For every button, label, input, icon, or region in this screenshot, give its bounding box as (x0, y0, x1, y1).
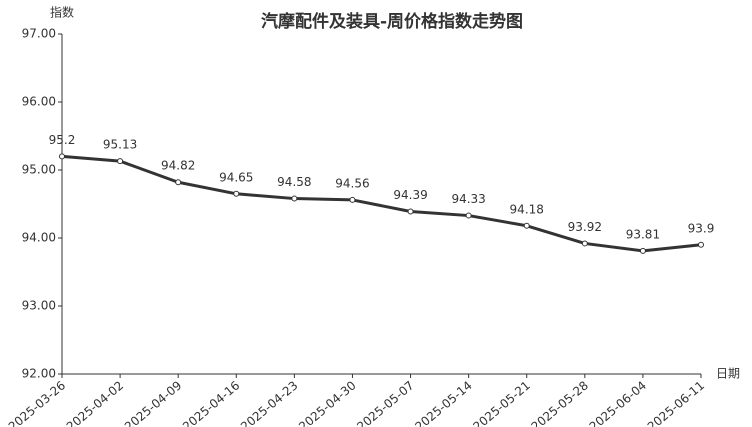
y-tick-label: 94.00 (22, 231, 56, 245)
point (349, 196, 356, 203)
x-axis-label: 日期 (716, 367, 740, 381)
data-label: 94.65 (219, 170, 253, 184)
x-tick-label: 2025-04-30 (296, 378, 358, 427)
data-label: 94.18 (510, 202, 544, 216)
point (291, 195, 298, 202)
x-tick-label: 2025-04-02 (64, 378, 126, 427)
data-label: 93.92 (568, 220, 602, 234)
x-tick-label: 2025-05-21 (470, 378, 532, 427)
point (117, 158, 124, 165)
point (639, 247, 646, 254)
chart-title: 汽摩配件及装具-周价格指数走势图 (261, 11, 523, 32)
y-tick-label: 93.00 (22, 299, 56, 313)
x-tick-label: 2025-05-28 (529, 378, 591, 427)
data-label: 94.56 (335, 176, 369, 190)
data-label: 94.82 (161, 159, 195, 173)
y-tick-label: 96.00 (22, 95, 56, 109)
data-label: 94.58 (277, 175, 311, 189)
data-label: 95.2 (49, 133, 76, 147)
x-tick-label: 2025-04-23 (238, 378, 300, 427)
point (581, 240, 588, 247)
data-label: 93.9 (688, 221, 715, 235)
point (233, 190, 240, 197)
data-label: 94.39 (393, 188, 427, 202)
point (465, 212, 472, 219)
point (59, 153, 65, 160)
y-tick-label: 95.00 (22, 163, 56, 177)
y-axis-label: 指数 (50, 5, 74, 20)
x-tick-label: 2025-05-14 (412, 378, 474, 427)
x-tick-label: 2025-03-26 (6, 378, 68, 427)
x-tick-label: 2025-06-04 (587, 378, 649, 427)
point (523, 222, 530, 229)
x-tick-label: 2025-04-09 (122, 378, 184, 427)
point (407, 208, 414, 215)
line (61, 154, 702, 253)
point (698, 241, 704, 248)
data-label: 94.33 (451, 192, 485, 206)
y-tick-label: 92.00 (22, 367, 56, 381)
data-label: 93.81 (626, 227, 660, 241)
point (175, 179, 182, 186)
data-label: 95.13 (103, 138, 137, 152)
x-tick-label: 2025-05-07 (354, 378, 416, 427)
x-tick-label: 2025-06-11 (645, 378, 707, 427)
x-tick-label: 2025-04-16 (180, 378, 242, 427)
y-tick-label: 97.00 (22, 27, 56, 41)
